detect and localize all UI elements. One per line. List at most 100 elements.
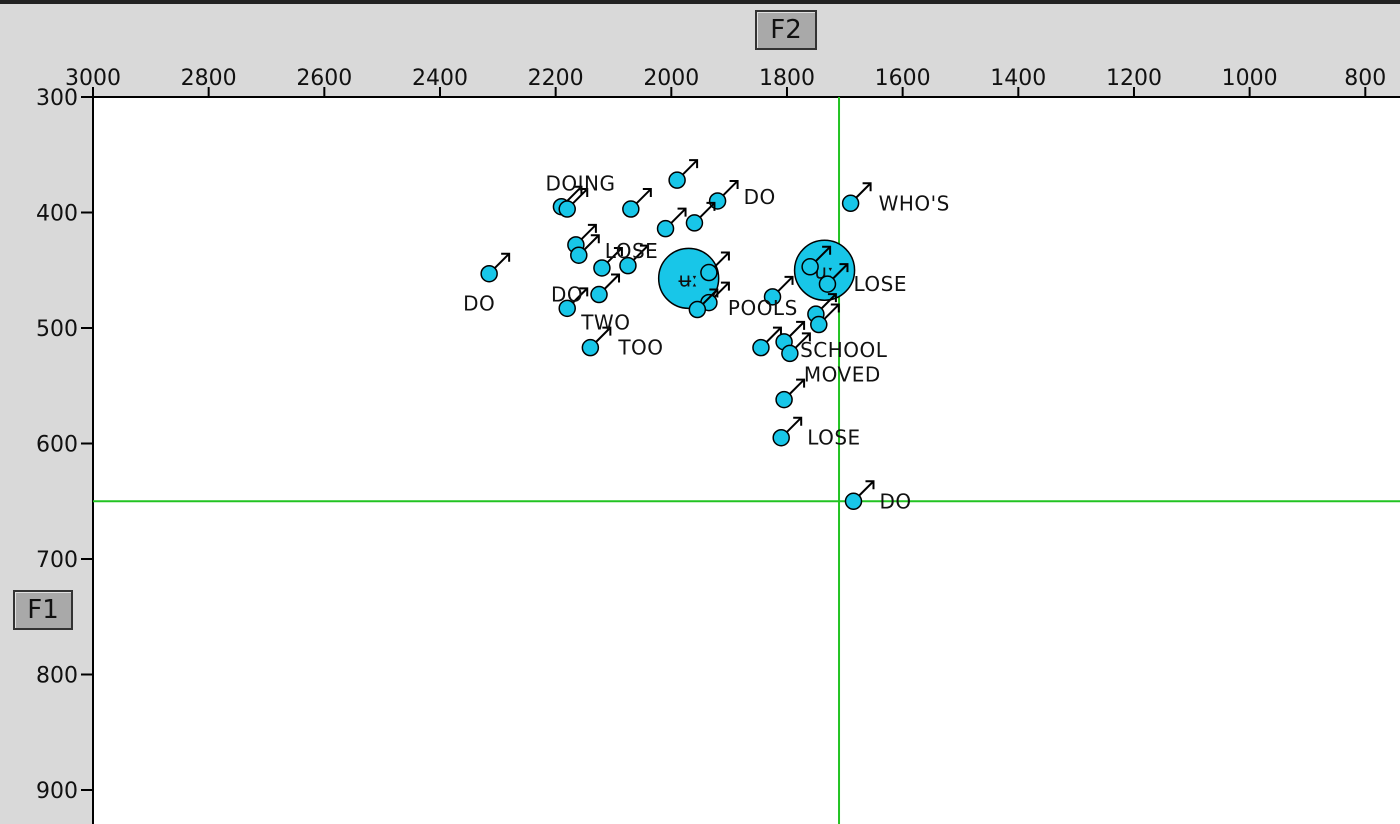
y-axis-ticks: 300 400 500 600 700 800 900 <box>36 86 93 804</box>
marker-arrowhead <box>830 303 840 313</box>
mean-circle <box>793 239 856 301</box>
marker-arrow <box>765 326 782 344</box>
male-marker <box>700 251 730 282</box>
marker-arrowhead <box>642 188 652 198</box>
data-point <box>772 428 790 447</box>
male-marker <box>590 273 621 304</box>
data-point <box>810 315 828 334</box>
x-tick-label: 1600 <box>875 66 931 91</box>
f2-axis-button[interactable]: F2 <box>755 10 817 50</box>
data-point <box>763 288 782 306</box>
window-top-border <box>0 0 1400 4</box>
marker-arrowhead <box>611 273 621 283</box>
marker-arrow <box>571 287 588 305</box>
x-tick-label: 2200 <box>528 66 584 91</box>
data-point <box>558 299 576 318</box>
mean-circles: ʉː uː <box>657 239 856 310</box>
marker-arrow <box>776 276 794 293</box>
marker-arrow <box>831 263 849 280</box>
y-tick-label: 700 <box>36 548 78 573</box>
marker-arrowhead <box>587 223 597 233</box>
marker-arrowhead <box>501 252 511 262</box>
marker-arrowhead <box>639 244 649 254</box>
data-point <box>818 275 837 293</box>
marker-arrowhead <box>689 159 699 169</box>
point-label: LOSE <box>807 426 861 450</box>
x-tick-label: 1200 <box>1106 66 1162 91</box>
data-point <box>775 390 793 409</box>
male-marker <box>801 245 832 276</box>
y-tick-label: 400 <box>36 202 78 227</box>
point-label: TWO <box>580 310 630 334</box>
x-tick-label: 1400 <box>990 66 1046 91</box>
f1-axis-button[interactable]: F1 <box>13 590 73 630</box>
point-label: LOSE <box>853 272 907 296</box>
marker-arrowhead <box>602 326 612 336</box>
x-axis-ticks: 3000 2800 2600 2400 2200 2000 1800 1600 1400 1200… <box>65 66 1386 97</box>
marker-arrowhead <box>579 287 589 297</box>
point-label: DO <box>879 489 911 513</box>
marker-arrowhead <box>720 281 730 291</box>
male-marker <box>558 188 589 218</box>
marker-arrow <box>701 288 719 306</box>
marker-arrowhead <box>796 320 806 330</box>
male-marker <box>688 288 719 319</box>
x-tick-label: 2600 <box>296 66 352 91</box>
marker-arrowhead <box>784 275 794 285</box>
male-marker <box>581 326 612 357</box>
y-tick-label: 600 <box>36 433 78 458</box>
point-label: DO <box>463 292 495 316</box>
marker-arrow <box>583 234 600 251</box>
data-point <box>685 214 704 232</box>
marker-arrow <box>603 273 620 291</box>
x-tick-label: 2000 <box>643 66 699 91</box>
marker-arrow <box>857 480 875 497</box>
marker-arrowhead <box>801 332 811 342</box>
marker-arrow <box>713 251 730 269</box>
marker-arrowhead <box>796 378 806 388</box>
data-point <box>570 246 588 264</box>
point-label: TOO <box>617 336 663 360</box>
data-point <box>480 264 498 283</box>
marker-arrow <box>606 247 623 264</box>
crosshair <box>93 97 1400 824</box>
marker-arrow <box>594 326 612 344</box>
male-marker <box>841 182 872 213</box>
marker-arrowhead <box>729 179 739 189</box>
data-point <box>622 200 640 218</box>
male-marker <box>810 303 840 334</box>
male-marker <box>558 287 589 318</box>
x-tick-label: 2400 <box>412 66 468 91</box>
marker-arrow <box>814 246 831 263</box>
data-point <box>593 259 611 277</box>
marker-arrow <box>681 159 698 176</box>
marker-arrow <box>565 186 583 203</box>
male-marker <box>781 332 811 363</box>
data-points <box>480 159 875 510</box>
data-point <box>656 219 675 238</box>
marker-arrow <box>794 332 811 350</box>
marker-arrow <box>669 207 687 225</box>
data-point <box>688 300 707 319</box>
marker-arrowhead <box>827 293 837 303</box>
marker-arrow <box>788 378 805 396</box>
marker-arrow <box>854 182 872 199</box>
male-marker <box>844 480 875 510</box>
marker-arrow <box>632 244 649 262</box>
point-label: DO <box>551 283 583 307</box>
marker-arrowhead <box>706 201 716 211</box>
x-tick-label: 3000 <box>65 66 121 91</box>
marker-arrow <box>635 188 652 205</box>
data-point <box>752 338 770 357</box>
male-marker <box>772 416 803 447</box>
point-label: MOVED <box>804 362 881 386</box>
data-point <box>558 200 576 218</box>
data-point <box>801 258 819 276</box>
male-marker <box>668 159 699 189</box>
marker-arrow <box>493 253 510 270</box>
male-marker <box>570 234 600 264</box>
point-label: SCHOOL <box>800 338 888 362</box>
marker-arrowhead <box>573 185 583 195</box>
